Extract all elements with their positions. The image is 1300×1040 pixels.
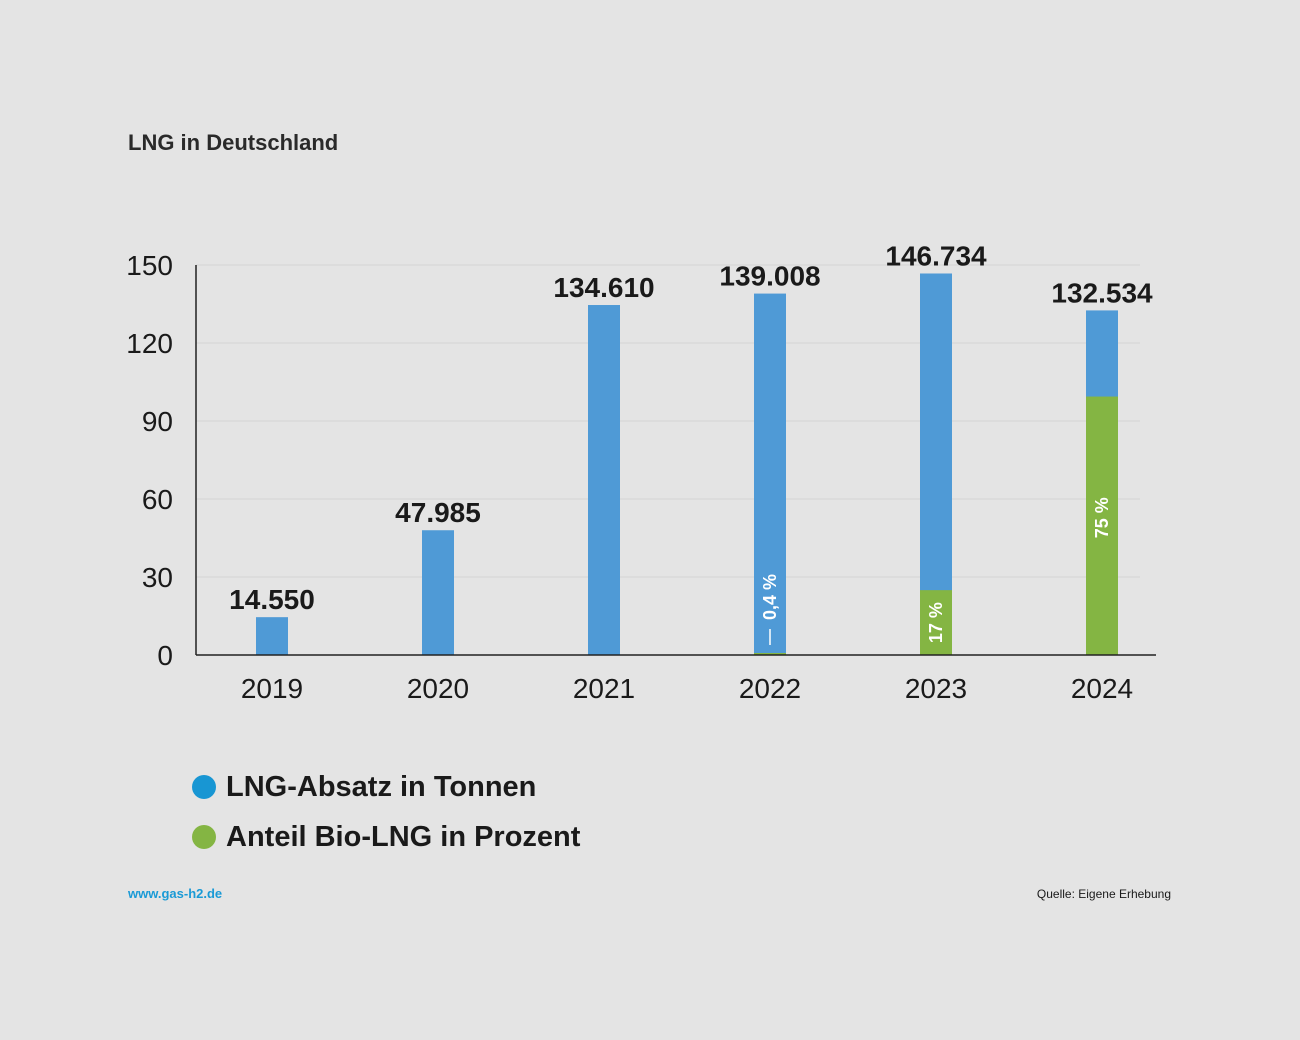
bars [256,273,1118,655]
bio-share-label: 0,4 % [760,574,780,620]
grid-lines [196,264,1140,578]
bar-bio-lng-2023 [920,590,952,655]
axes: 0 30 60 90 120 150 2019 2020 2021 2022 2023 2024 [126,250,1156,704]
legend-item-lng-absatz: LNG-Absatz in Tonnen [192,762,580,812]
bar-lng-absatz-2019 [256,617,288,655]
y-tick-label: 60 [142,484,173,515]
y-tick-label: 90 [142,406,173,437]
y-tick-label: 120 [126,328,173,359]
bar-lng-absatz-2020 [422,530,454,655]
source-note: Quelle: Eigene Erhebung [1036,887,1171,901]
website-link[interactable]: www.gas-h2.de [128,886,223,901]
legend-label: Anteil Bio-LNG in Prozent [226,820,581,853]
data-labels: 14.550 47.985 134.610 0,4 % 139.008 17 % 146.7… [229,240,1153,645]
x-tick-label: 2021 [573,673,635,704]
bar-lng-absatz-2022 [754,293,786,655]
legend-item-bio-lng: Anteil Bio-LNG in Prozent [192,812,580,862]
bar-bio-lng-2024 [1086,396,1118,655]
bio-share-label: 75 % [1092,497,1112,538]
value-label: 146.734 [885,240,987,271]
x-tick-label: 2024 [1071,673,1133,704]
legend-label: LNG-Absatz in Tonnen [226,770,537,803]
value-label: 132.534 [1051,277,1153,308]
chart-title: LNG in Deutschland [128,130,339,155]
y-tick-label: 30 [142,562,173,593]
bio-share-label: 17 % [926,602,946,643]
legend-swatch-green [192,825,216,849]
value-label: 14.550 [229,584,315,615]
bar-bio-lng-2022 [754,653,786,655]
y-tick-label: 150 [126,250,173,281]
value-label: 134.610 [553,272,654,303]
value-label: 139.008 [719,261,820,292]
legend: LNG-Absatz in Tonnen Anteil Bio-LNG in P… [192,762,580,862]
x-tick-label: 2019 [241,673,303,704]
bar-lng-absatz-2021 [588,305,620,655]
legend-swatch-blue [192,775,216,799]
x-tick-label: 2023 [905,673,967,704]
y-tick-label: 0 [157,640,173,671]
x-tick-label: 2022 [739,673,801,704]
value-label: 47.985 [395,497,481,528]
x-tick-label: 2020 [407,673,469,704]
